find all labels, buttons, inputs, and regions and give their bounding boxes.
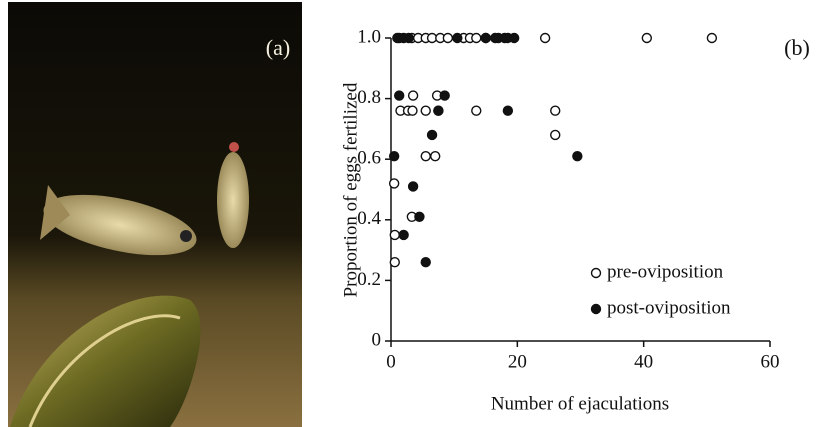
x-tick-label: 0 [386,351,396,372]
point [442,32,454,44]
y-tick-label: 0.8 [357,87,381,108]
point [452,32,463,44]
x-tick-label: 20 [508,351,527,372]
x-axis-title: Number of ejaculations [491,393,669,414]
point [414,211,425,222]
point [407,105,418,116]
point [502,105,514,116]
legend-label: pre-oviposition [607,261,724,282]
point [439,90,450,101]
point [420,150,431,162]
point [641,32,653,44]
panel-label: (b) [784,35,810,60]
legend-marker [590,267,602,279]
point [420,105,431,116]
point [433,105,444,116]
y-tick-label: 0.6 [357,148,381,169]
point [471,32,482,44]
point [426,129,438,141]
legend-label: post-oviposition [607,297,731,318]
point [471,105,482,116]
legend-marker [590,303,602,315]
point [394,90,405,101]
point [407,90,419,101]
point [389,257,400,268]
y-tick-label: 0.4 [357,208,381,229]
point [407,181,419,192]
y-tick-label: 1.0 [357,26,381,47]
point [388,150,400,162]
x-tick-label: 40 [634,351,653,372]
y-tick-label: 0.2 [357,269,381,290]
point [480,32,491,44]
panel-label: (a) [266,35,290,60]
point [706,32,718,44]
point [420,257,431,268]
point [403,32,414,44]
point [572,150,583,162]
point [398,229,409,241]
point [550,105,561,116]
y-tick-label: 0 [372,329,382,350]
point [539,32,551,44]
point [388,178,400,189]
point [389,229,400,241]
point [430,150,441,162]
y-axis-title: Proportion of eggs fertilized [340,82,361,297]
point [550,129,561,141]
x-tick-label: 60 [761,351,780,372]
point [508,32,520,44]
photo [8,2,302,427]
